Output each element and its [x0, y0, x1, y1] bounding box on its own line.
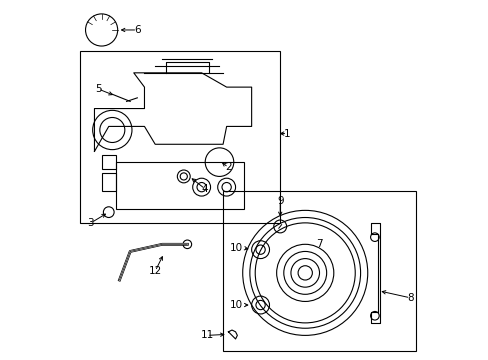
Text: 12: 12 — [148, 266, 162, 276]
Text: 6: 6 — [134, 25, 141, 35]
Bar — [80, 51, 280, 223]
Bar — [102, 155, 116, 169]
Text: 4: 4 — [202, 184, 208, 194]
Text: 10: 10 — [229, 243, 242, 253]
Text: 1: 1 — [284, 129, 290, 139]
Text: 11: 11 — [200, 330, 213, 341]
Text: 3: 3 — [87, 218, 94, 228]
Bar — [102, 173, 116, 191]
Bar — [223, 191, 415, 351]
Text: 9: 9 — [276, 197, 283, 206]
Text: 2: 2 — [224, 162, 231, 172]
Text: 5: 5 — [95, 84, 101, 94]
Text: 7: 7 — [316, 239, 322, 249]
Bar — [116, 162, 244, 208]
Text: 8: 8 — [407, 293, 413, 303]
Text: 10: 10 — [229, 300, 242, 310]
